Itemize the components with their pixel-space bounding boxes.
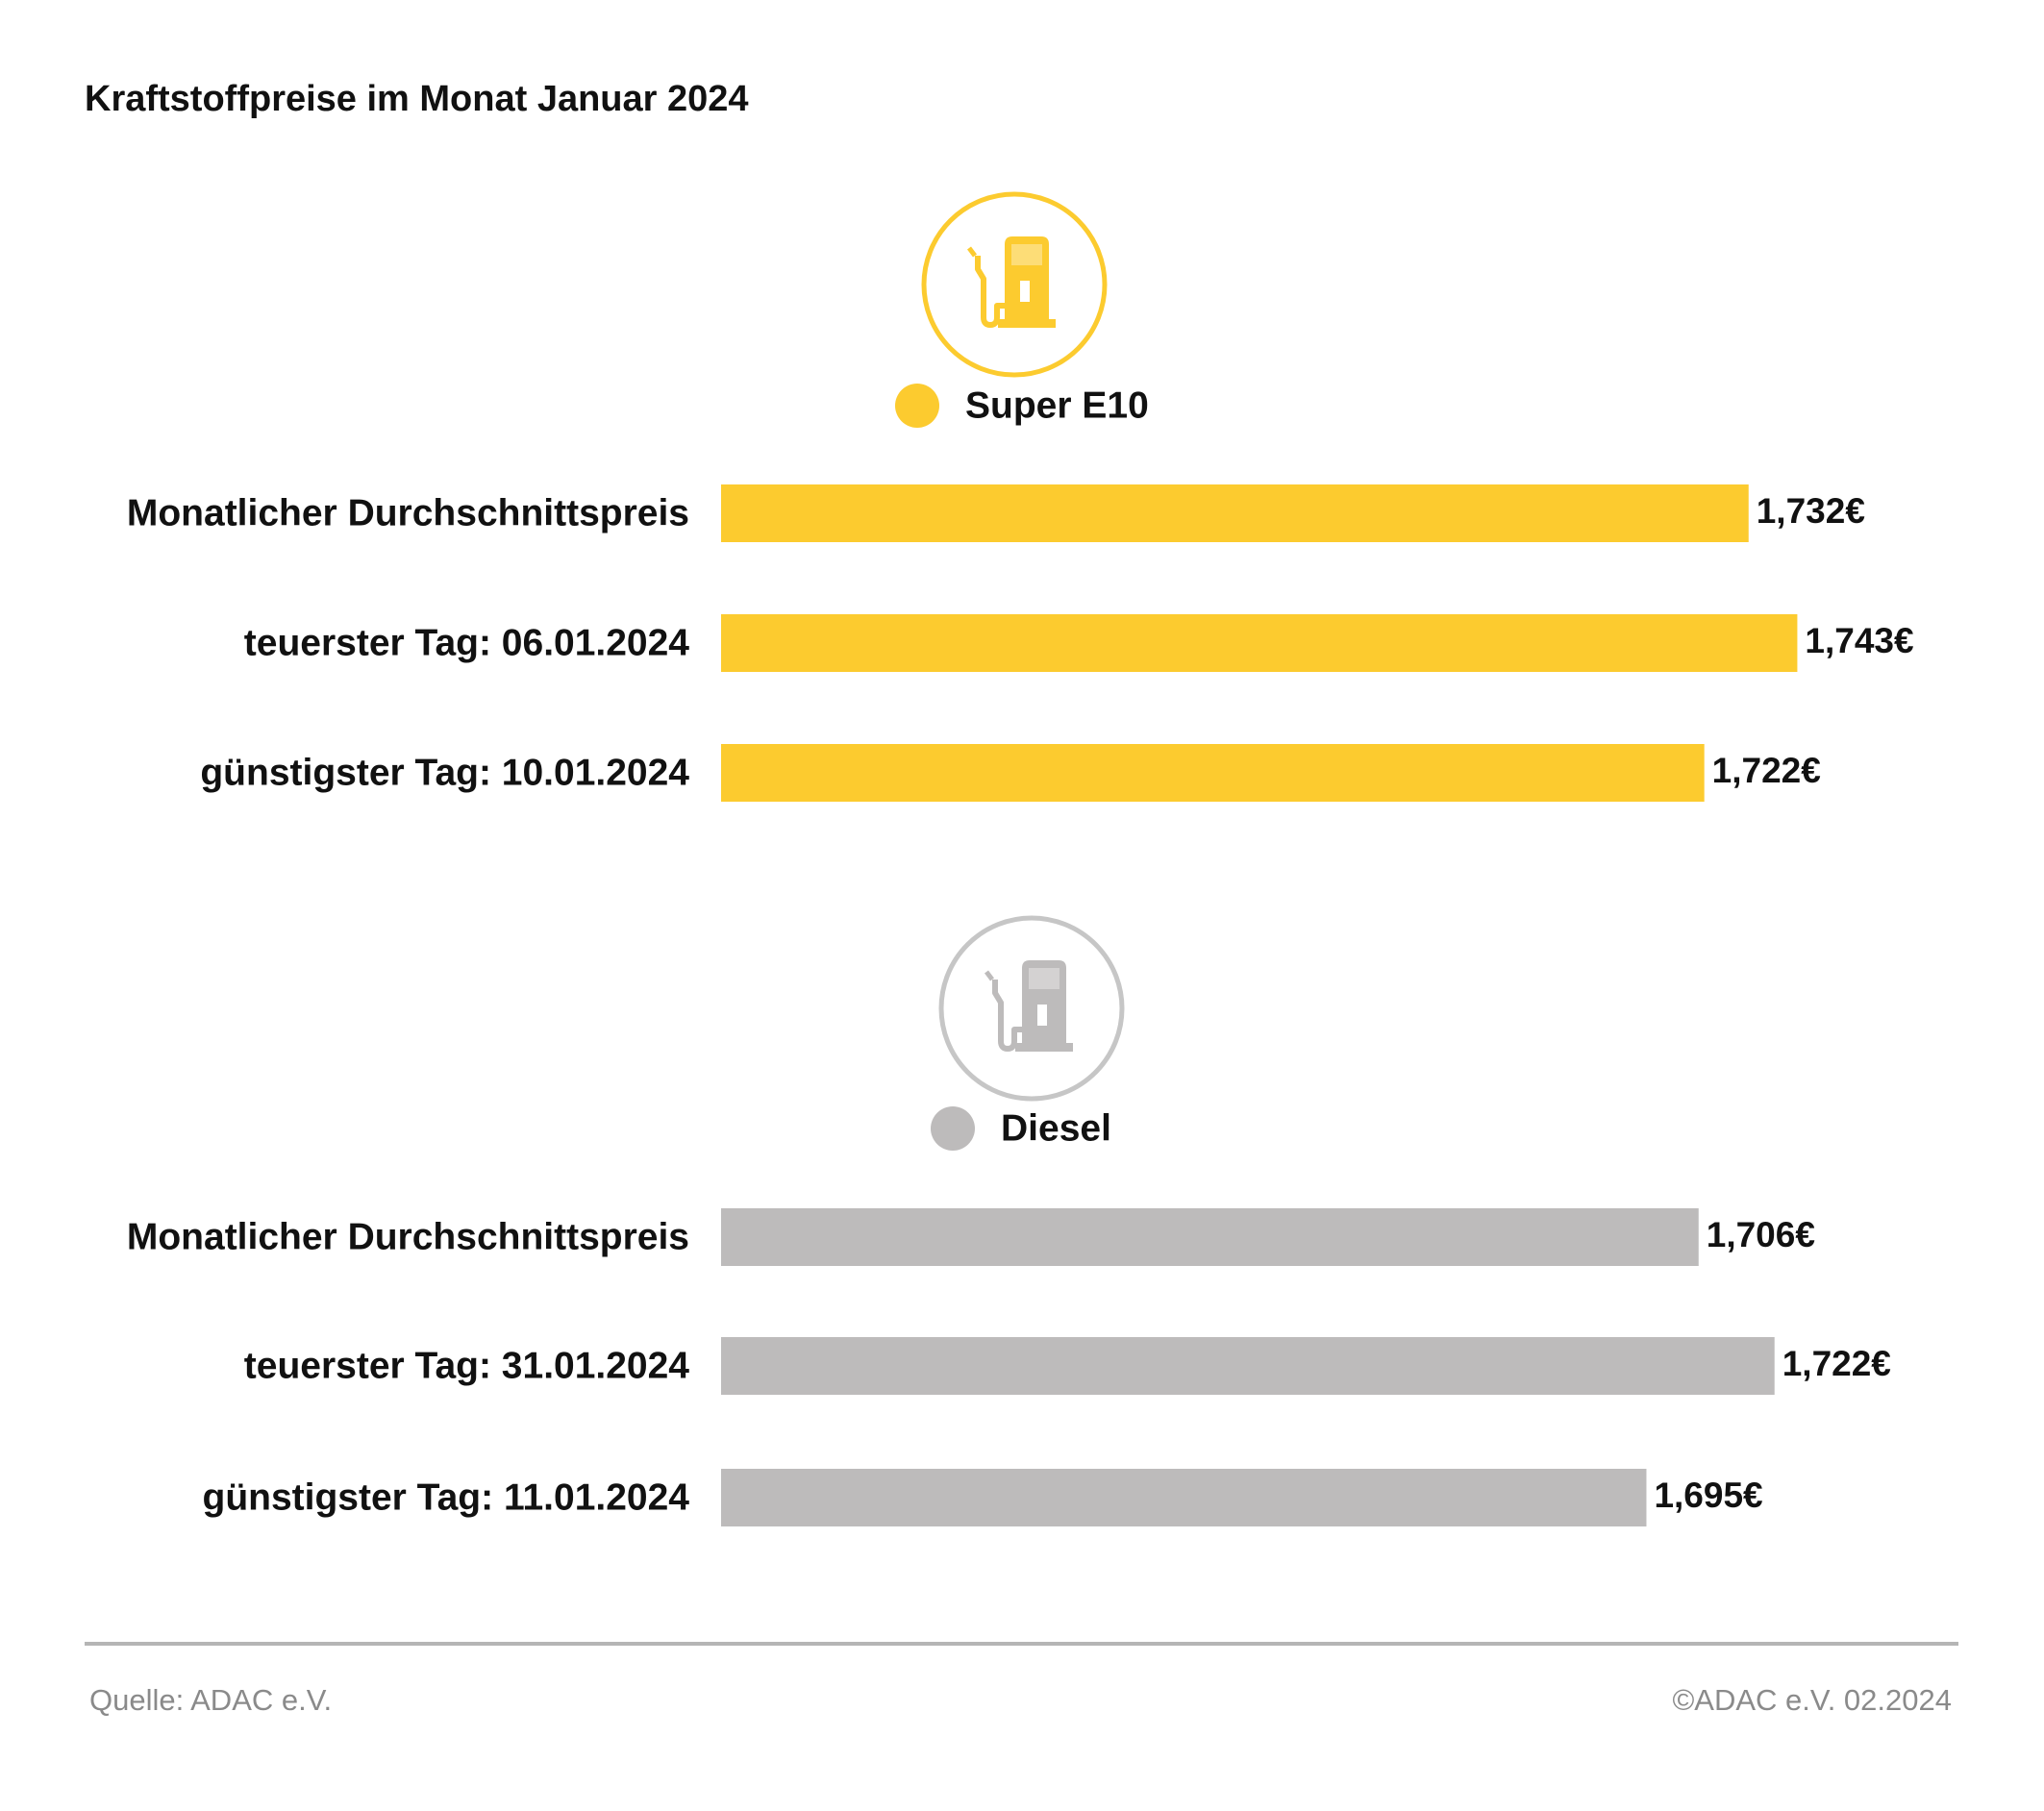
pump-base [1015,1043,1073,1052]
legend-marker [895,384,939,428]
chart-title: Kraftstoffpreise im Monat Januar 2024 [85,79,749,119]
fuel-icon [921,191,1108,378]
copyright: ©ADAC e.V. 02.2024 [1672,1683,1952,1717]
pump-window [1037,1005,1047,1026]
pump-window [1020,281,1030,302]
pump-hose [975,256,1005,328]
value-label: 1,743€ [1805,621,1913,660]
pump-body [1022,960,1066,1043]
category-label: günstigster Tag: 10.01.2024 [200,752,689,793]
icon-ring [921,191,1108,378]
pump-nozzle [985,970,994,981]
value-label: 1,695€ [1654,1476,1762,1515]
bar [721,484,1749,542]
bar [721,1469,1647,1526]
pump-base [998,319,1056,328]
value-label: 1,722€ [1782,1344,1891,1383]
pump-screen [1029,968,1059,989]
category-label: Monatlicher Durchschnittspreis [127,1216,689,1257]
legend-marker [931,1106,975,1151]
pump-body [1005,236,1049,319]
value-label: 1,732€ [1757,491,1865,531]
pump-nozzle [967,246,977,258]
fuel-icon [938,915,1125,1102]
value-label: 1,706€ [1707,1215,1815,1254]
category-label: teuerster Tag: 31.01.2024 [244,1345,690,1386]
bar [721,614,1798,672]
bar [721,744,1705,802]
pump-screen [1011,244,1042,265]
category-label: Monatlicher Durchschnittspreis [127,492,689,533]
category-label: günstigster Tag: 11.01.2024 [203,1476,690,1518]
source: Quelle: ADAC e.V. [89,1683,332,1717]
category-label: teuerster Tag: 06.01.2024 [244,622,690,663]
legend-label: Diesel [1001,1107,1111,1149]
icon-ring [938,915,1125,1102]
bar [721,1208,1699,1266]
pump-hose [992,980,1022,1052]
bar [721,1337,1775,1395]
value-label: 1,722€ [1712,751,1821,790]
legend-label: Super E10 [965,385,1149,426]
